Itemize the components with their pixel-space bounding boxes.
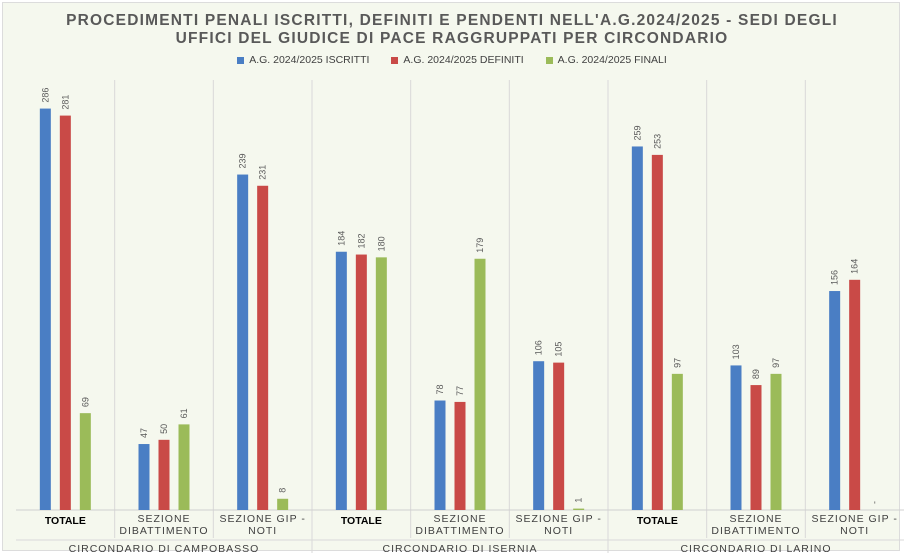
bar-a-g-2024-2025-finali-4 bbox=[474, 258, 486, 510]
legend-item-iscritti: A.G. 2024/2025 ISCRITTI bbox=[237, 54, 369, 66]
bar-a-g-2024-2025-definiti-2 bbox=[257, 185, 269, 510]
bar-a-g-2024-2025-iscritti-1 bbox=[138, 444, 150, 510]
category-label: DIBATTIMENTO bbox=[119, 525, 208, 537]
data-label: 180 bbox=[376, 236, 386, 251]
category-label: DIBATTIMENTO bbox=[415, 525, 504, 537]
data-label: 97 bbox=[771, 358, 781, 368]
data-label: 179 bbox=[475, 238, 485, 253]
bar-a-g-2024-2025-iscritti-8 bbox=[829, 291, 841, 510]
category-label: SEZIONE GIP - bbox=[812, 513, 898, 525]
group-label: CIRCONDARIO DI CAMPOBASSO bbox=[69, 543, 260, 555]
category-label: NOTI bbox=[544, 525, 573, 537]
data-label: 61 bbox=[179, 408, 189, 418]
bar-a-g-2024-2025-finali-5 bbox=[573, 508, 585, 510]
data-label: 105 bbox=[554, 342, 564, 357]
legend-label-definiti: A.G. 2024/2025 DEFINITI bbox=[403, 54, 524, 66]
bar-a-g-2024-2025-iscritti-0 bbox=[39, 108, 51, 510]
bar-a-g-2024-2025-iscritti-5 bbox=[533, 361, 545, 510]
bar-a-g-2024-2025-iscritti-3 bbox=[335, 251, 347, 510]
category-label: TOTALE bbox=[637, 515, 678, 527]
category-label: NOTI bbox=[840, 525, 869, 537]
category-label: DIBATTIMENTO bbox=[711, 525, 800, 537]
data-label: - bbox=[870, 501, 880, 504]
data-label: 78 bbox=[435, 385, 445, 395]
data-label: 8 bbox=[278, 488, 288, 493]
chart-title: PROCEDIMENTI PENALI ISCRITTI, DEFINITI E… bbox=[0, 12, 904, 48]
data-label: 77 bbox=[455, 386, 465, 396]
bar-a-g-2024-2025-iscritti-4 bbox=[434, 400, 446, 510]
data-label: 231 bbox=[258, 165, 268, 180]
category-label: SEZIONE GIP - bbox=[516, 513, 602, 525]
bar-a-g-2024-2025-definiti-3 bbox=[355, 254, 367, 510]
bar-a-g-2024-2025-finali-0 bbox=[79, 413, 91, 510]
legend-item-definiti: A.G. 2024/2025 DEFINITI bbox=[391, 54, 524, 66]
data-label: 47 bbox=[139, 428, 149, 438]
bar-a-g-2024-2025-iscritti-6 bbox=[631, 146, 643, 511]
data-label: 259 bbox=[632, 125, 642, 140]
bar-a-g-2024-2025-finali-3 bbox=[375, 257, 387, 510]
legend-label-finali: A.G. 2024/2025 FINALI bbox=[557, 54, 667, 66]
data-label: 69 bbox=[80, 397, 90, 407]
bar-a-g-2024-2025-iscritti-7 bbox=[730, 365, 742, 510]
data-label: 184 bbox=[336, 231, 346, 246]
bar-a-g-2024-2025-iscritti-2 bbox=[237, 174, 249, 510]
category-label: TOTALE bbox=[341, 515, 382, 527]
category-label: SEZIONE bbox=[729, 513, 782, 525]
data-label: 164 bbox=[850, 259, 860, 274]
data-label: 182 bbox=[356, 234, 366, 249]
bar-a-g-2024-2025-definiti-7 bbox=[750, 385, 762, 510]
category-label: SEZIONE bbox=[433, 513, 486, 525]
data-label: 281 bbox=[60, 95, 70, 110]
data-label: 89 bbox=[751, 369, 761, 379]
bar-a-g-2024-2025-finali-7 bbox=[770, 373, 782, 510]
data-label: 253 bbox=[652, 134, 662, 149]
bar-a-g-2024-2025-definiti-4 bbox=[454, 401, 466, 510]
category-label: TOTALE bbox=[45, 515, 86, 527]
data-label: 286 bbox=[40, 88, 50, 103]
bar-a-g-2024-2025-finali-2 bbox=[277, 498, 289, 510]
bar-a-g-2024-2025-definiti-5 bbox=[553, 362, 565, 510]
legend-item-finali: A.G. 2024/2025 FINALI bbox=[545, 54, 667, 66]
category-label: NOTI bbox=[248, 525, 277, 537]
data-label: 1 bbox=[574, 498, 584, 503]
data-label: 106 bbox=[534, 340, 544, 355]
data-label: 97 bbox=[672, 358, 682, 368]
legend-label-iscritti: A.G. 2024/2025 ISCRITTI bbox=[249, 54, 370, 66]
chart-title-line-2: UFFICI DEL GIUDICE DI PACE RAGGRUPPATI P… bbox=[175, 30, 729, 47]
data-label: 156 bbox=[830, 270, 840, 285]
legend-swatch-iscritti bbox=[237, 56, 245, 64]
bar-a-g-2024-2025-definiti-8 bbox=[849, 279, 861, 510]
chart-title-line-1: PROCEDIMENTI PENALI ISCRITTI, DEFINITI E… bbox=[66, 12, 838, 29]
group-label: CIRCONDARIO DI ISERNIA bbox=[382, 543, 537, 555]
data-label: 239 bbox=[238, 154, 248, 169]
legend: A.G. 2024/2025 ISCRITTI A.G. 2024/2025 D… bbox=[0, 54, 904, 66]
category-label: SEZIONE bbox=[137, 513, 190, 525]
bar-a-g-2024-2025-finali-6 bbox=[671, 373, 683, 510]
legend-swatch-definiti bbox=[391, 56, 399, 64]
bar-a-g-2024-2025-finali-1 bbox=[178, 424, 190, 510]
data-label: 50 bbox=[159, 424, 169, 434]
data-label: 103 bbox=[731, 344, 741, 359]
legend-swatch-finali bbox=[545, 56, 553, 64]
bar-a-g-2024-2025-definiti-0 bbox=[59, 115, 71, 510]
category-label: SEZIONE GIP - bbox=[220, 513, 306, 525]
bar-a-g-2024-2025-definiti-6 bbox=[651, 154, 663, 510]
bar-a-g-2024-2025-definiti-1 bbox=[158, 439, 170, 510]
group-label: CIRCONDARIO DI LARINO bbox=[680, 543, 831, 555]
